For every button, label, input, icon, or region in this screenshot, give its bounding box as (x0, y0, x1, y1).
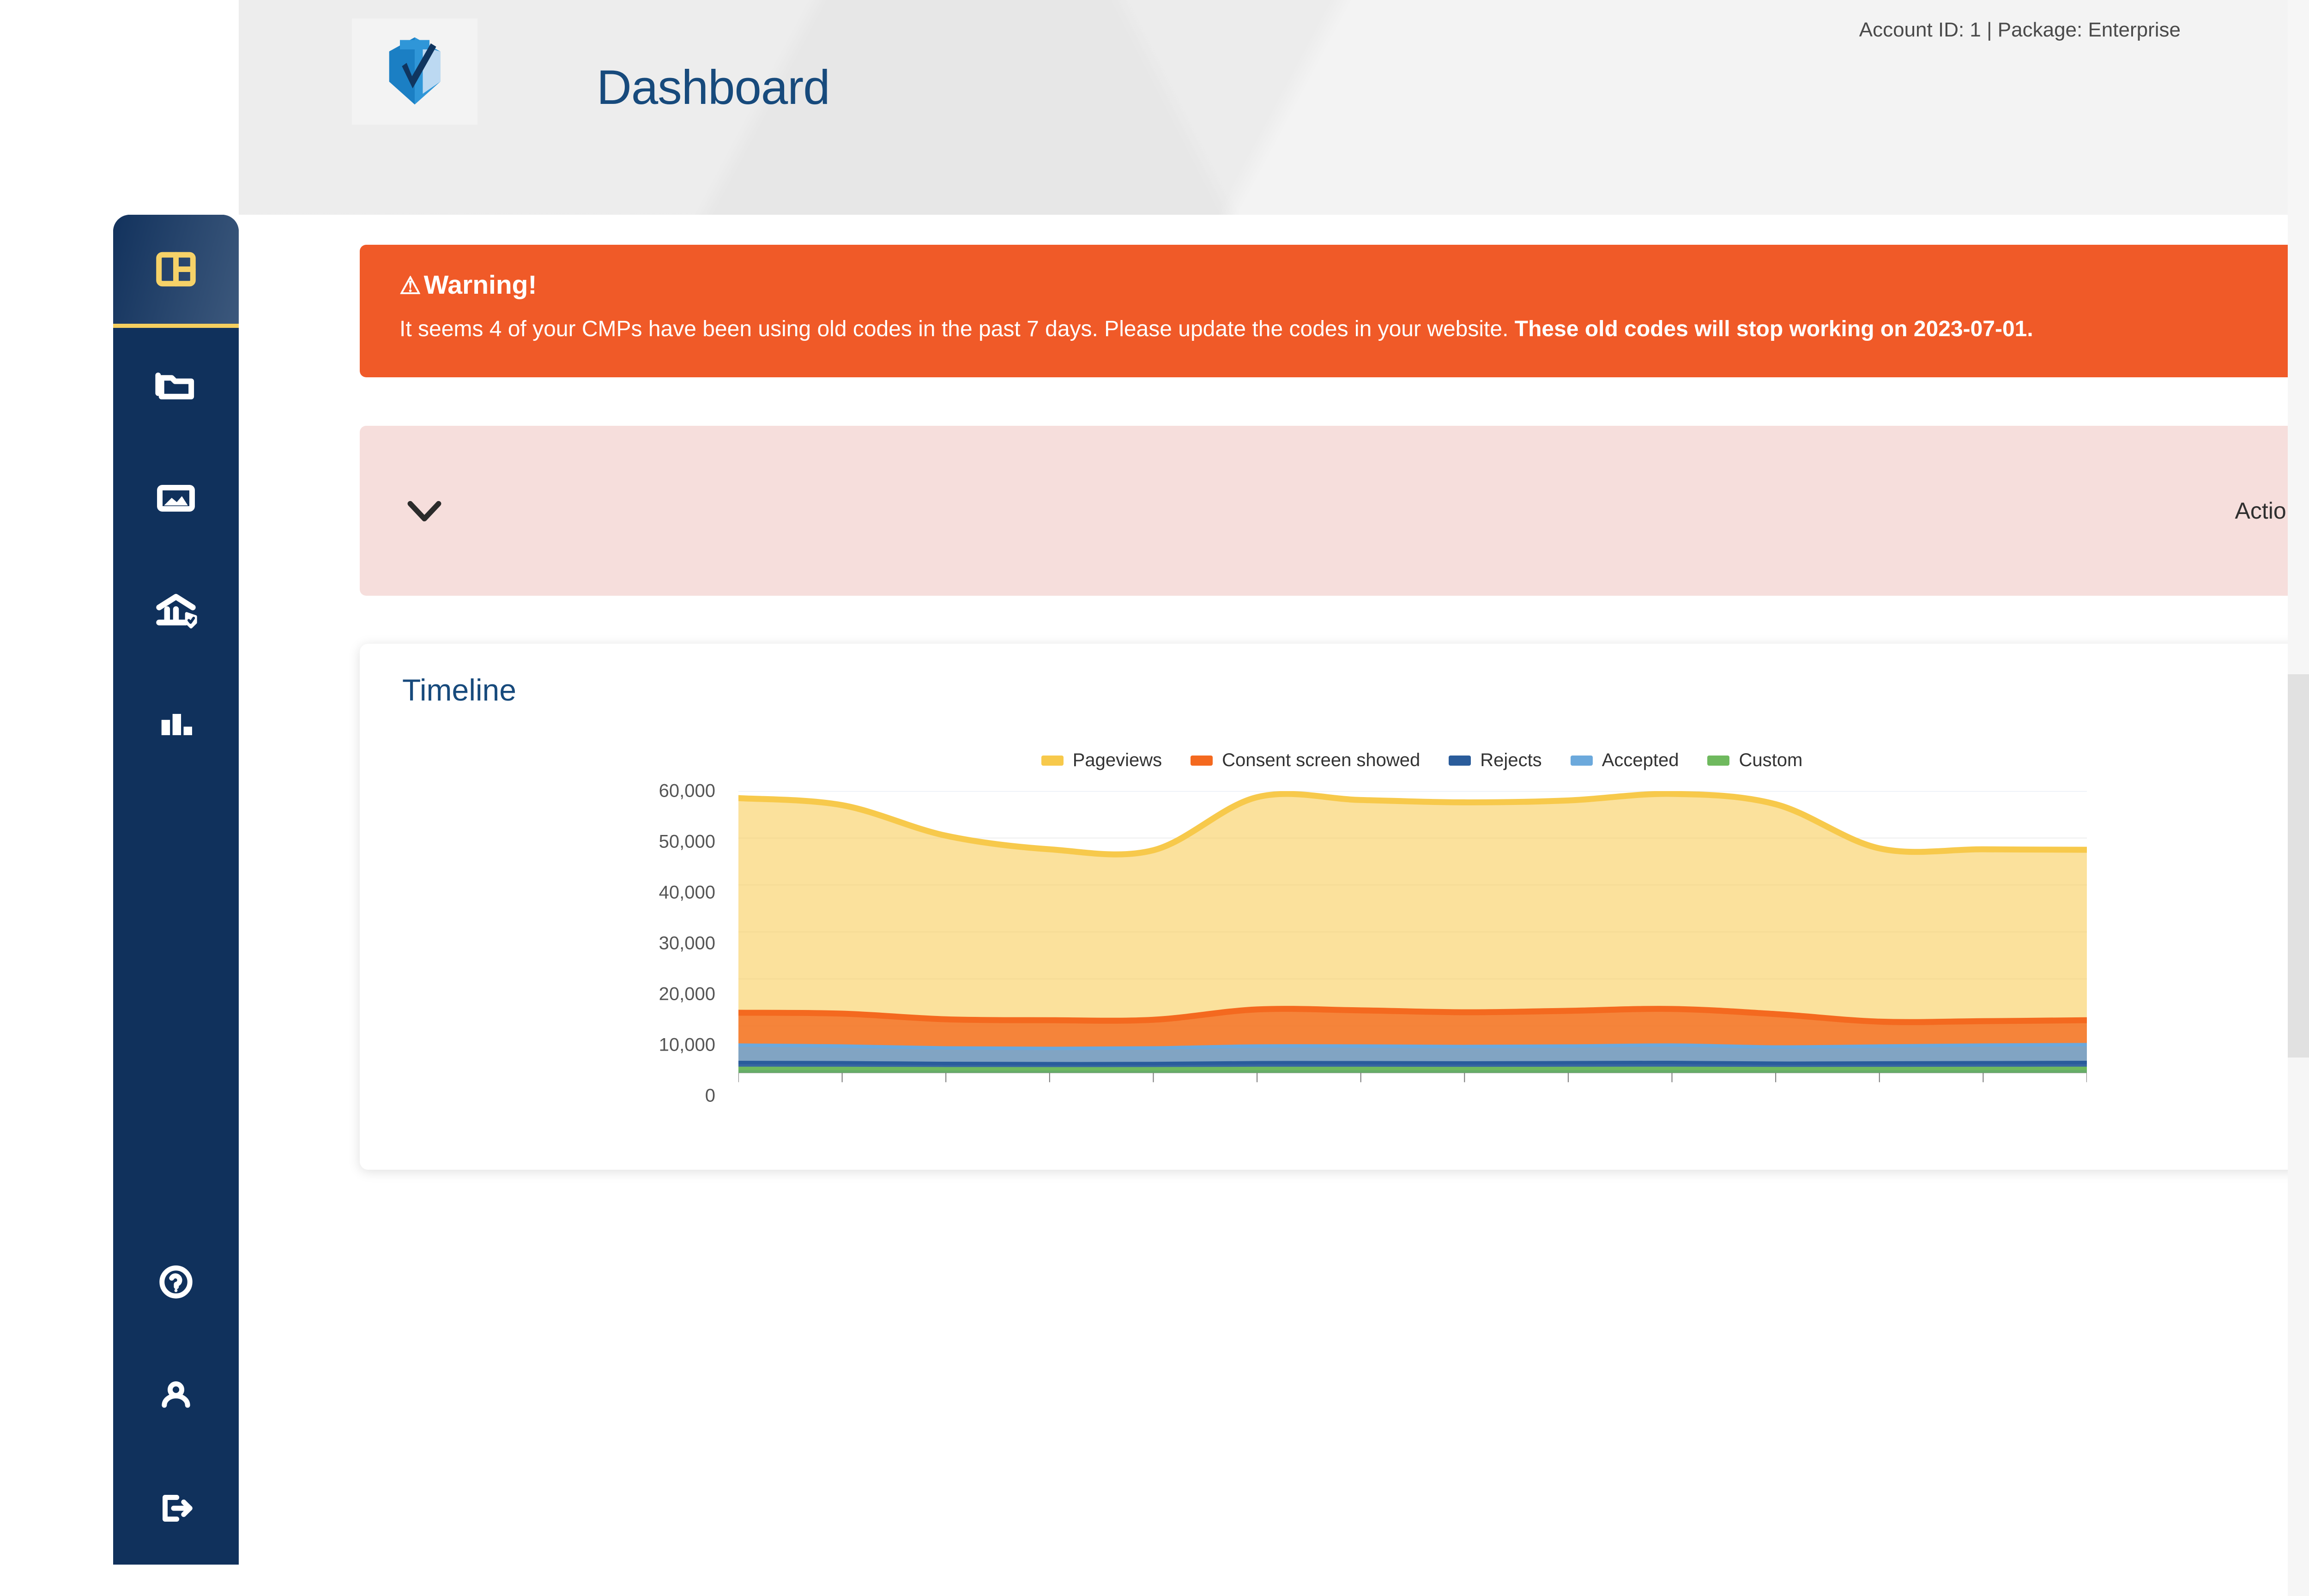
actions-required-accordion[interactable]: Actions are required (360, 426, 2309, 596)
chevron-down-icon[interactable] (402, 489, 447, 533)
sidebar-nav (113, 215, 239, 1565)
page-scrollbar-track[interactable] (2288, 0, 2309, 1596)
legend-label: Pageviews (1072, 750, 1162, 771)
user-icon (162, 1381, 190, 1408)
sidebar-item-logout[interactable] (113, 1451, 239, 1565)
y-axis-tick-label: 30,000 (659, 933, 715, 954)
legend-swatch (1191, 755, 1213, 766)
warning-title: Warning! (423, 270, 537, 300)
timeline-title: Timeline (402, 673, 516, 707)
sidebar-item-compliance[interactable] (113, 554, 239, 667)
sidebar-item-help[interactable] (113, 1225, 239, 1338)
y-axis-tick-label: 60,000 (659, 780, 715, 801)
checkmark-hexagon-logo (389, 37, 441, 105)
y-axis-ticks: 0 10,000 20,000 30,000 40,000 50,000 60,000 (632, 781, 715, 1106)
image-icon (157, 484, 195, 512)
legend-swatch (1570, 755, 1593, 766)
legend-item-custom[interactable]: Custom (1707, 750, 1802, 771)
legend-label: Accepted (1602, 750, 1679, 771)
bank-shield-icon (156, 593, 197, 629)
sidebar-item-banners[interactable] (113, 441, 239, 554)
account-info: Account ID: 1 | Package: Enterprise (1859, 18, 2181, 41)
y-axis-tick-label: 10,000 (659, 1034, 715, 1055)
warning-title-row: ⚠ Warning! (399, 270, 2309, 300)
page-title: Dashboard (597, 60, 830, 115)
legend-item-pageviews[interactable]: Pageviews (1041, 750, 1162, 771)
logout-icon (163, 1494, 193, 1522)
timeline-card: Timeline Pageviews Consent screen showed (360, 644, 2309, 1170)
warning-body-text: It seems 4 of your CMPs have been using … (399, 316, 1515, 341)
page-header: Dashboard Account ID: 1 | Package: Enter… (239, 0, 2309, 215)
help-circle-icon (159, 1265, 193, 1299)
chart-line-pageviews (738, 791, 2087, 858)
warning-banner: ⚠ Warning! It seems 4 of your CMPs have b… (360, 245, 2309, 378)
legend-swatch (1707, 755, 1730, 766)
timeline-chart: 0 10,000 20,000 30,000 40,000 50,000 60,000 (360, 781, 2309, 1170)
dashboard-layout-icon (156, 252, 196, 287)
chart-line-consent-screen-showed (738, 1006, 2087, 1026)
y-axis-tick-label: 50,000 (659, 831, 715, 852)
sidebar-item-cmps[interactable] (113, 328, 239, 441)
primary-column: ⚠ Warning! It seems 4 of your CMPs have b… (360, 215, 2309, 1170)
legend-label: Rejects (1480, 750, 1542, 771)
legend-item-accepted[interactable]: Accepted (1570, 750, 1679, 771)
chart-legend: Pageviews Consent screen showed Rejects … (360, 750, 2309, 771)
legend-item-consent-screen-showed[interactable]: Consent screen showed (1191, 750, 1420, 771)
chart-area-pageviews (738, 794, 2087, 1073)
app-logo[interactable] (352, 18, 478, 125)
page-scrollbar-thumb[interactable] (2288, 674, 2309, 1058)
y-axis-tick-label: 0 (705, 1085, 715, 1106)
chart-svg (738, 791, 2087, 1082)
legend-label: Custom (1739, 750, 1803, 771)
chart-plot-area[interactable] (738, 791, 2087, 1096)
sidebar-item-statistics[interactable] (113, 667, 239, 780)
chart-line-accepted (738, 1043, 2087, 1051)
warning-triangle-icon: ⚠ (399, 272, 421, 299)
main-content: ⚠ Warning! It seems 4 of your CMPs have b… (239, 215, 2309, 1596)
sidebar-item-account[interactable] (113, 1338, 239, 1451)
legend-label: Consent screen showed (1222, 750, 1420, 771)
legend-item-rejects[interactable]: Rejects (1449, 750, 1542, 771)
y-axis-tick-label: 40,000 (659, 882, 715, 903)
warning-body-emphasis: These old codes will stop working on 202… (1514, 316, 2033, 341)
folder-icon (155, 372, 194, 399)
warning-body: It seems 4 of your CMPs have been using … (399, 313, 2309, 345)
y-axis-tick-label: 20,000 (659, 984, 715, 1004)
legend-swatch (1449, 755, 1471, 766)
legend-swatch (1041, 755, 1064, 766)
sidebar-item-dashboard[interactable] (113, 215, 239, 328)
bar-chart-icon (161, 713, 192, 735)
chart-line-rejects (738, 1061, 2087, 1066)
